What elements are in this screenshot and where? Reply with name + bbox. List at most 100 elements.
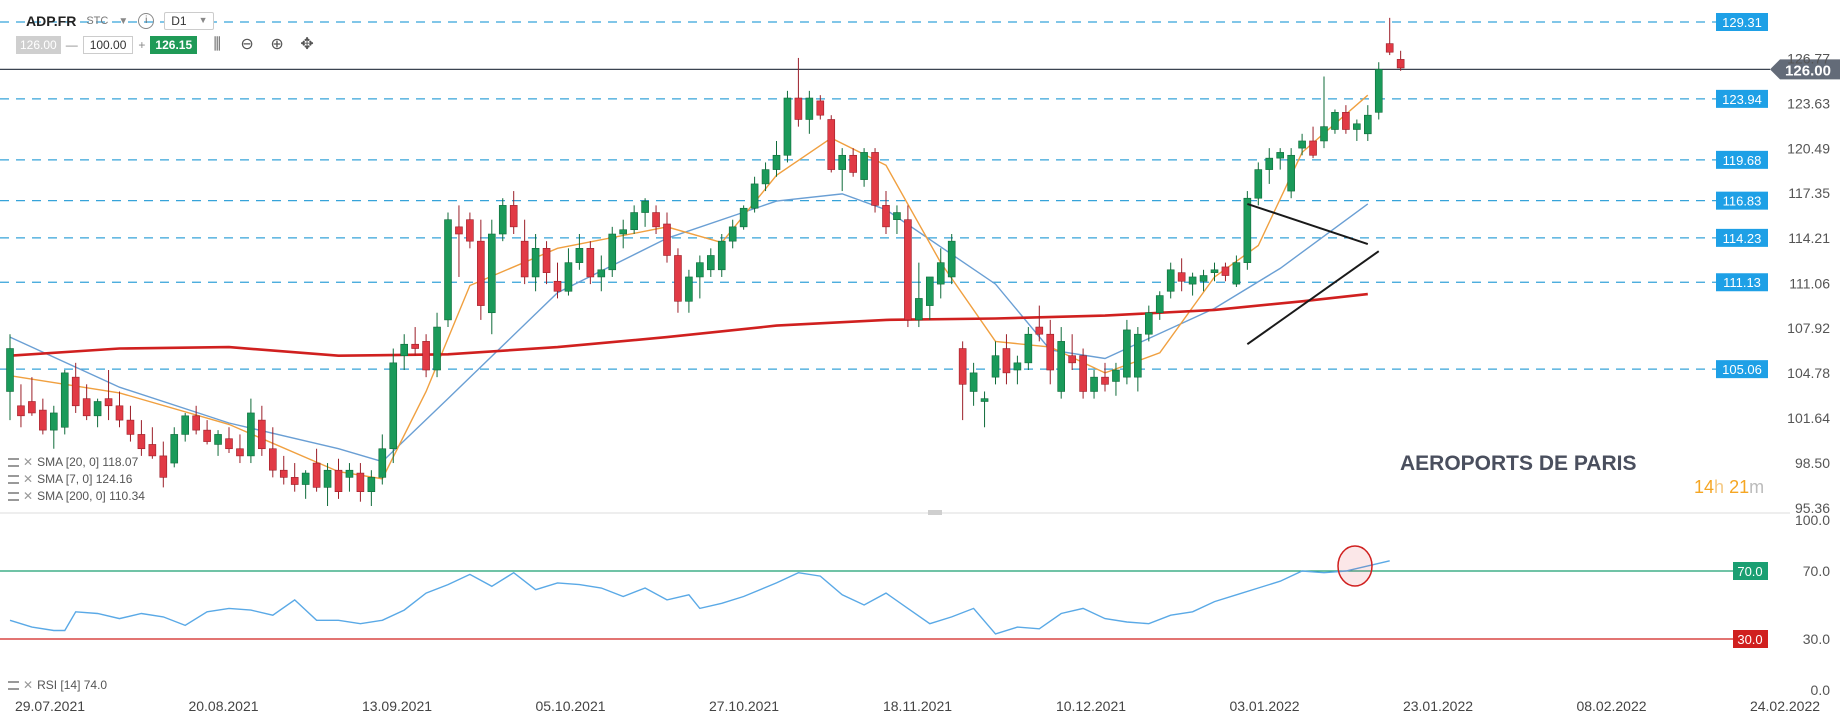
candle-body (936, 262, 945, 285)
candle-body (1331, 112, 1339, 130)
candle-body (1254, 169, 1263, 199)
candle-body (444, 219, 452, 321)
ask-price[interactable]: 126.15 (150, 36, 198, 54)
chevron-down-icon[interactable]: ▼ (118, 15, 129, 27)
chart-type-icon[interactable]: ⫼ (213, 36, 221, 53)
candle-body (608, 233, 617, 271)
candle-body (509, 205, 518, 228)
candle-body (728, 226, 737, 242)
candle-body (345, 469, 354, 478)
candle-body (487, 233, 496, 314)
candle-body (1166, 269, 1175, 292)
candle-body (641, 200, 649, 213)
candle-body (1123, 329, 1131, 378)
price-axis-tick: 101.64 (1787, 410, 1830, 426)
candle-body (717, 240, 726, 271)
indicator-legend-sma7[interactable]: ✕ SMA [7, 0] 124.16 (8, 472, 132, 486)
candle-body (93, 401, 102, 417)
candle-body (904, 219, 912, 321)
candle-body (1101, 376, 1109, 385)
date-axis-tick: 29.07.2021 (15, 698, 85, 714)
candle-body (28, 401, 36, 414)
candle-body (1188, 276, 1197, 285)
menu-icon[interactable] (8, 491, 19, 501)
candle-body (1145, 312, 1153, 335)
date-axis-tick: 20.08.2021 (188, 698, 258, 714)
date-axis-tick: 08.02.2022 (1576, 698, 1646, 714)
candle-body (1374, 69, 1383, 113)
candle-body (323, 469, 332, 488)
current-price-tag (1770, 59, 1840, 80)
rsi-axis-tick: 0.0 (1811, 682, 1831, 698)
plus-icon[interactable]: + (138, 38, 146, 52)
move-icon[interactable]: ✥ (300, 36, 314, 53)
level-label-box (1716, 89, 1768, 108)
candle-timer: 14h 21m (1694, 477, 1765, 497)
candle-body (772, 154, 781, 170)
price-axis-tick: 95.36 (1795, 500, 1830, 516)
zoom-out-icon[interactable]: ⊖ (240, 36, 254, 53)
chart-toolbar: ADP.FR STC ▼ i D1 ▼ 126.00 — 100.00 + 126… (10, 8, 350, 54)
candle-body (137, 434, 146, 450)
volume-input[interactable]: 100.00 (82, 36, 134, 54)
candle-body (1385, 43, 1394, 53)
menu-icon[interactable] (8, 474, 19, 484)
candle-body (312, 462, 321, 488)
price-axis-tick: 114.21 (1788, 230, 1830, 246)
candle-body (958, 348, 967, 385)
bid-price[interactable]: 126.00 (16, 36, 61, 54)
candle-body (422, 341, 430, 371)
sma-line (9, 193, 1369, 463)
symbol-name[interactable]: ADP.FR (26, 13, 77, 29)
candle-body (1309, 140, 1317, 156)
rsi-axis-tick: 30.0 (1803, 631, 1830, 647)
menu-icon[interactable] (8, 457, 19, 467)
candle-body (60, 372, 69, 428)
candle-body (783, 97, 792, 156)
candle-body (1342, 112, 1350, 130)
candle-body (192, 415, 200, 431)
info-icon[interactable]: i (138, 13, 155, 29)
candle-body (258, 419, 266, 450)
candle-body (6, 348, 14, 392)
candle-body (290, 477, 299, 485)
date-axis-tick: 10.12.2021 (1056, 698, 1126, 714)
indicator-legend-sma200[interactable]: ✕ SMA [200, 0] 110.34 (8, 489, 145, 503)
candle-body (761, 169, 770, 185)
close-icon[interactable]: ✕ (23, 472, 34, 486)
candle-body (378, 448, 387, 478)
zoom-in-icon[interactable]: ⊕ (270, 36, 284, 53)
close-icon[interactable]: ✕ (23, 678, 34, 692)
close-icon[interactable]: ✕ (23, 455, 34, 469)
candle-body (1364, 114, 1372, 135)
price-axis-tick: 123.63 (1787, 95, 1830, 111)
triangle-trendline (1246, 250, 1380, 346)
period-select[interactable]: D1 ▼ (164, 12, 214, 30)
candle-body (915, 298, 923, 321)
candle-body (860, 152, 868, 180)
candle-body (1221, 266, 1230, 276)
candle-body (225, 438, 233, 450)
candle-body (334, 469, 343, 492)
candle-body (925, 276, 934, 306)
candle-body (739, 207, 748, 228)
price-axis-tick: 120.49 (1787, 140, 1830, 156)
candle-body (389, 362, 398, 450)
candle-body (871, 152, 879, 206)
candle-body (203, 429, 211, 442)
candle-body (1287, 154, 1295, 192)
candle-body (1396, 59, 1405, 69)
indicator-legend-sma20[interactable]: ✕ SMA [20, 0] 118.07 (8, 455, 138, 469)
candle-body (520, 240, 529, 278)
indicator-legend-rsi[interactable]: ✕ RSI [14] 74.0 (8, 678, 107, 692)
level-label: 105.06 (1722, 362, 1762, 377)
menu-icon[interactable] (8, 680, 19, 690)
close-icon[interactable]: ✕ (23, 489, 34, 503)
candle-body (455, 226, 463, 235)
candle-body (1353, 123, 1361, 130)
level-label: 114.23 (1723, 231, 1762, 246)
minus-icon[interactable]: — (65, 38, 78, 52)
candle-body (1276, 152, 1284, 159)
price-axis-tick: 98.50 (1795, 455, 1830, 471)
